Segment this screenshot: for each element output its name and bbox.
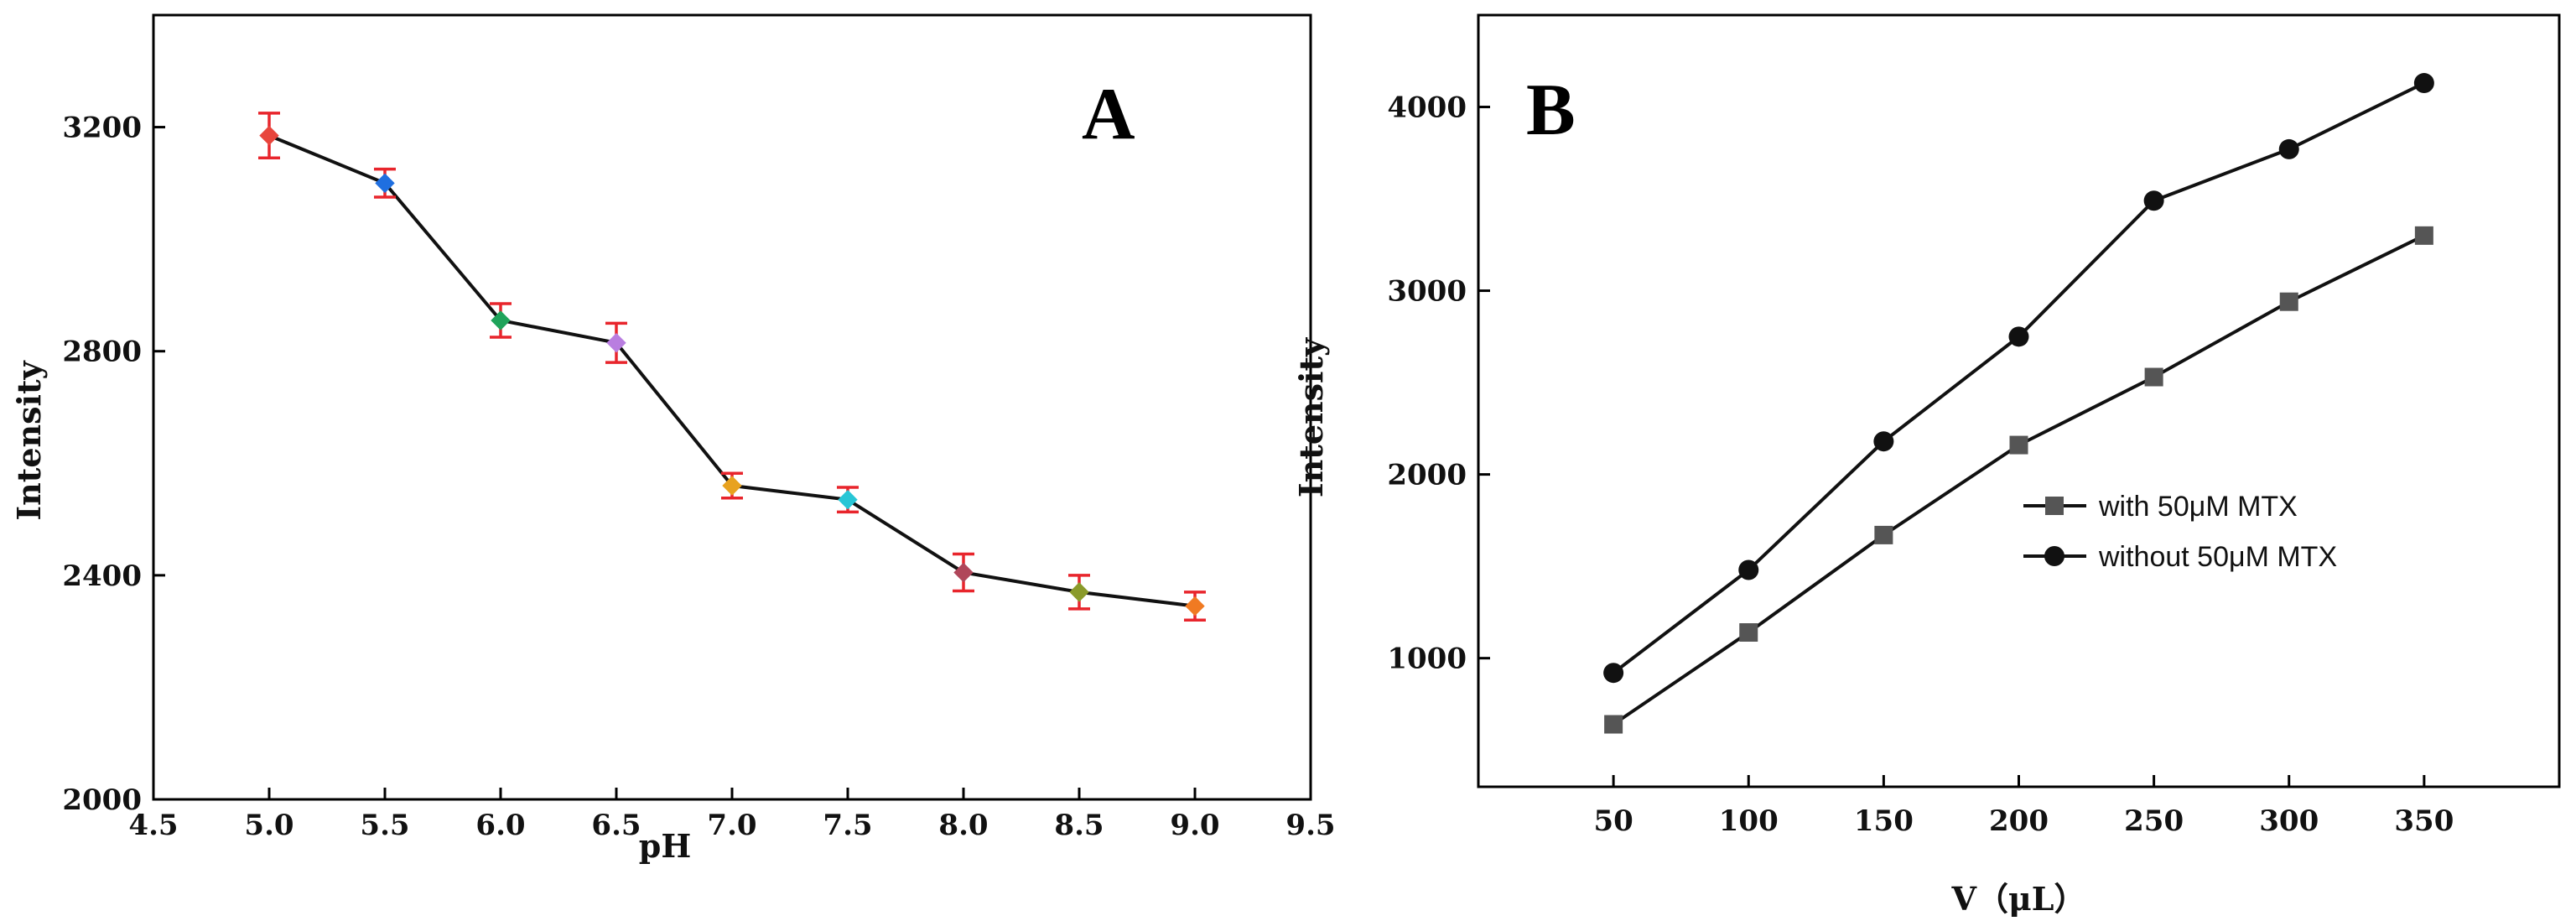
chart-a-data-point <box>722 476 742 496</box>
chart-a-x-tick-label: 4.5 <box>128 809 178 842</box>
chart-a-data-point <box>838 489 858 510</box>
chart-b-data-point-circle <box>2278 138 2299 159</box>
chart-b-y-axis-title: Intensity <box>1292 337 1330 497</box>
chart-a-data-point <box>953 562 974 583</box>
chart-a-y-tick-label: 2400 <box>62 559 142 593</box>
chart-b-panel-label: B <box>1526 70 1576 151</box>
chart-a-data-point <box>375 173 395 194</box>
chart-a-x-tick-label: 7.5 <box>823 809 872 842</box>
chart-b-x-tick-label: 150 <box>1854 804 1914 838</box>
chart-b-legend: with 50μM MTX without 50μM MTX <box>2023 491 2337 573</box>
chart-a-data-point <box>491 310 511 330</box>
chart-b-x-tick-label: 300 <box>2259 804 2319 838</box>
chart-a-y-tick-label: 3200 <box>62 112 142 145</box>
chart-a-data-point <box>259 125 279 146</box>
chart-b-legend-item: without 50μM MTX <box>2023 541 2337 573</box>
chart-a-panel-label: A <box>1082 74 1135 155</box>
chart-b-legend-item: with 50μM MTX <box>2023 491 2298 523</box>
chart-b-plot-frame <box>1477 13 2561 788</box>
chart-b-x-tick-label: 250 <box>2124 804 2184 838</box>
chart-b-data-point-square <box>2279 292 2298 311</box>
chart-a-x-ticks: 4.5 5.0 5.5 6.0 6.5 7.0 7.5 8.0 8.5 9.0 9.5 <box>128 788 1336 842</box>
chart-b-y-tick-label: 4000 <box>1387 91 1467 125</box>
chart-a-y-axis-title: Intensity <box>10 360 48 520</box>
chart-a-x-tick-label: 8.0 <box>938 809 988 842</box>
chart-a-x-axis-title: pH <box>639 827 691 865</box>
chart-b-series-line-1 <box>1613 234 2425 726</box>
chart-b-y-tick-label: 3000 <box>1387 275 1467 309</box>
chart-a-x-tick-label: 7.0 <box>707 809 756 842</box>
chart-a-y-ticks: 2000 2400 2800 3200 <box>62 112 165 817</box>
chart-b-data-point-square <box>1739 623 1758 642</box>
chart-b-x-tick-label: 100 <box>1719 804 1779 838</box>
chart-panel-b: 1000 2000 3000 4000 50 100 150 200 250 300 350 wi… <box>1292 13 2561 918</box>
chart-a-y-tick-label: 2000 <box>62 783 142 817</box>
chart-b-data-point-square <box>2144 367 2163 387</box>
chart-b-legend-label: without 50μM MTX <box>2098 541 2337 573</box>
chart-b-x-tick-label: 200 <box>1989 804 2049 838</box>
chart-panel-a: 2000 2400 2800 3200 4.5 5.0 5.5 6.0 6.5 7.0 7.5 8.… <box>10 13 1336 865</box>
chart-a-data-point <box>606 332 626 353</box>
chart-a-marks <box>258 112 1206 622</box>
chart-b-x-axis-title: V（μL） <box>1950 880 2085 918</box>
chart-b-data-point-square <box>1874 525 1893 544</box>
chart-a-x-tick-label: 9.0 <box>1170 809 1219 842</box>
chart-b-legend-label: with 50μM MTX <box>2098 491 2298 523</box>
chart-a-x-tick-label: 8.5 <box>1054 809 1104 842</box>
chart-b-data-point-circle <box>1873 431 1894 452</box>
chart-a-y-tick-label: 2800 <box>62 336 142 369</box>
chart-a-x-tick-label: 6.0 <box>475 809 525 842</box>
chart-a-data-point <box>1069 582 1089 602</box>
chart-b-data-point-circle <box>2413 73 2434 94</box>
chart-b-data-point-circle <box>2143 190 2164 211</box>
chart-b-data-point-square <box>1604 715 1623 734</box>
chart-a-data-point <box>1185 596 1205 617</box>
chart-b-data-point-circle <box>1603 663 1624 684</box>
chart-a-x-tick-label: 6.5 <box>591 809 641 842</box>
chart-b-data-point-circle <box>1738 559 1759 580</box>
chart-b-data-point-circle <box>2008 326 2029 347</box>
chart-a-x-tick-label: 5.0 <box>244 809 293 842</box>
chart-a-x-tick-label: 9.5 <box>1285 809 1335 842</box>
chart-a-plot-frame <box>152 13 1312 801</box>
chart-b-x-tick-label: 350 <box>2394 804 2454 838</box>
chart-b-x-tick-label: 50 <box>1593 804 1633 838</box>
chart-b-data-point-square <box>2414 226 2433 245</box>
chart-b-series-line-2 <box>1612 81 2425 674</box>
chart-b-x-ticks: 50 100 150 200 250 300 350 <box>1593 775 2454 838</box>
chart-a-series-line <box>268 133 1196 608</box>
chart-a-x-tick-label: 5.5 <box>360 809 409 842</box>
chart-b-y-ticks: 1000 2000 3000 4000 <box>1387 91 1490 676</box>
chart-b-data-point-square <box>2009 435 2028 455</box>
chart-b-y-tick-label: 1000 <box>1387 643 1467 676</box>
chart-b-y-tick-label: 2000 <box>1387 459 1467 492</box>
chart-b-marks <box>1603 73 2434 734</box>
